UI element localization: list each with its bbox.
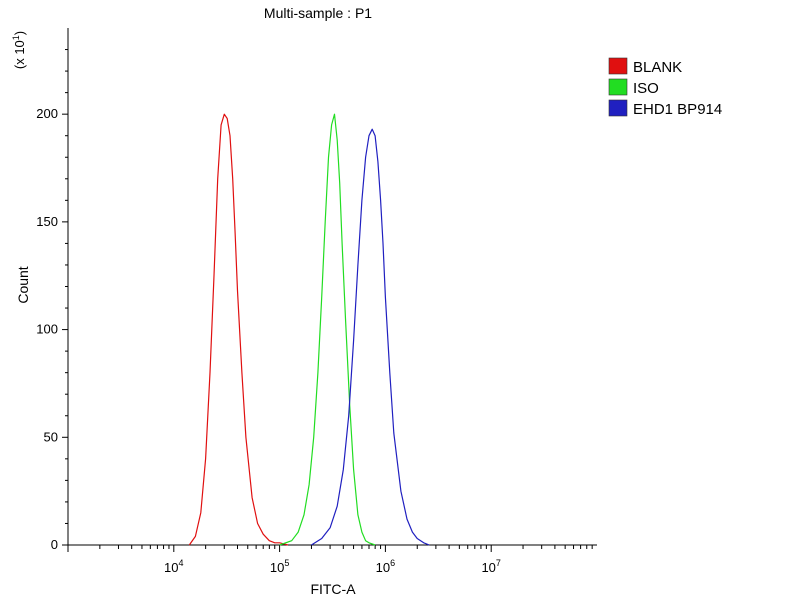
legend: BLANK ISO EHD1 BP914 [608, 57, 722, 118]
svg-text:(x 101): (x 101) [11, 31, 27, 69]
series-line-3 [311, 128, 430, 546]
legend-label: ISO [633, 80, 659, 97]
legend-label: BLANK [633, 59, 682, 76]
y-ticks: 0 50 100 150 200 [36, 49, 68, 552]
y-tick-label: 0 [51, 537, 58, 552]
x-axis-label: FITC-A [310, 581, 356, 597]
y-tick-label: 50 [44, 429, 58, 444]
y-tick-label: 150 [36, 214, 58, 229]
legend-swatch [608, 57, 628, 75]
x-tick-label: 106 [376, 558, 395, 575]
x-tick-label: 107 [481, 558, 500, 575]
x-ticks: 104 105 106 107 [67, 545, 593, 575]
y-tick-label: 200 [36, 106, 58, 121]
y-tick-label: 100 [36, 322, 58, 337]
y-axis-label: Count [15, 266, 31, 303]
series-lines [188, 113, 430, 546]
series-line-2 [279, 113, 376, 546]
y-multiplier-label: (x 101) [11, 31, 27, 69]
legend-swatch [608, 78, 628, 96]
x-tick-label: 104 [164, 558, 183, 575]
legend-label: EHD1 BP914 [633, 101, 722, 118]
chart-title: Multi-sample : P1 [264, 5, 372, 21]
legend-swatch [608, 99, 628, 117]
series-line-1 [188, 113, 289, 546]
x-tick-label: 105 [270, 558, 289, 575]
